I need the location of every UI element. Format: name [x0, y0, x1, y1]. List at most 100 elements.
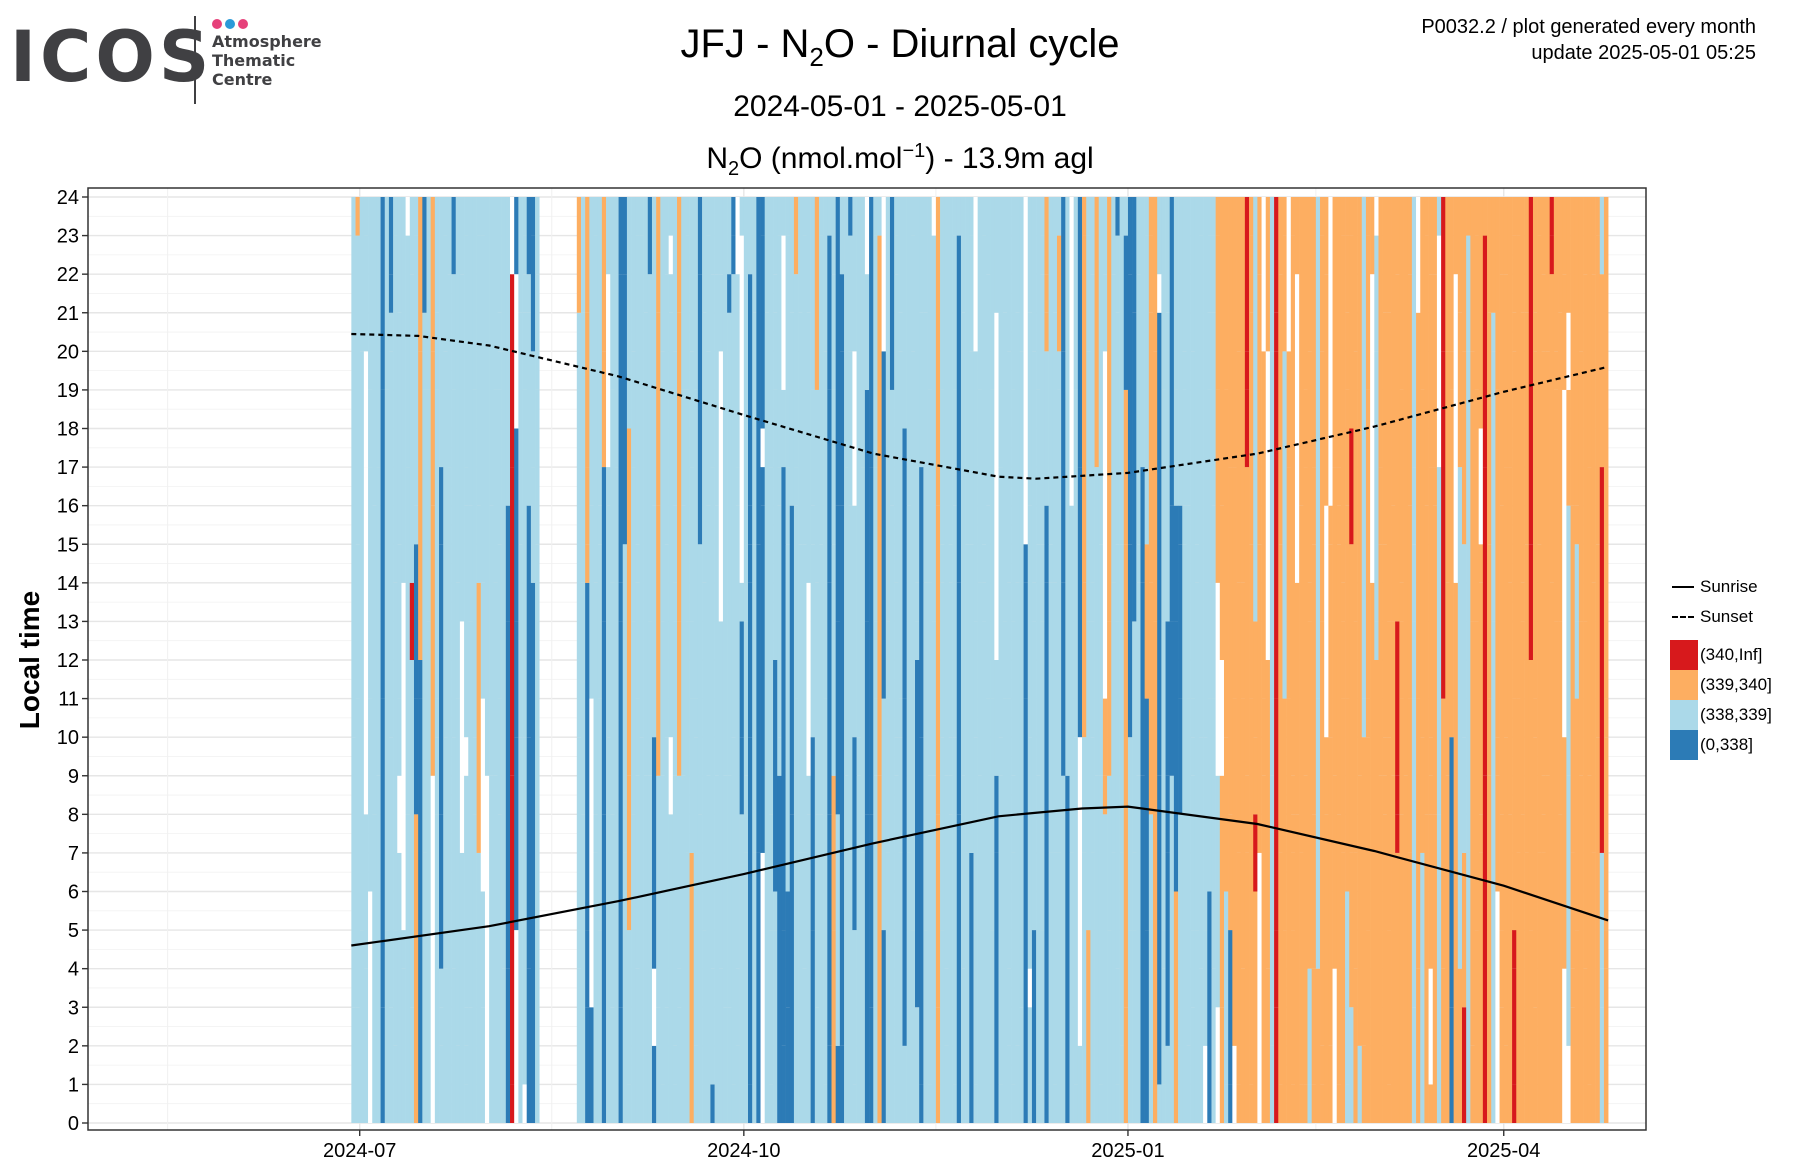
heatmap-tile	[505, 891, 511, 969]
heatmap-tile	[1466, 891, 1471, 1123]
heatmap-gap	[405, 197, 411, 236]
heatmap-tile	[1219, 1007, 1225, 1123]
heatmap-tile	[606, 467, 611, 506]
heatmap-tile	[1215, 235, 1221, 390]
heatmap-tile	[735, 1045, 740, 1123]
heatmap-tile	[731, 197, 736, 236]
heatmap-tile	[1603, 197, 1609, 429]
heatmap-tile	[359, 351, 365, 660]
heatmap-tile	[998, 197, 1003, 468]
title-prefix: JFJ - N	[680, 22, 810, 66]
heatmap-tile	[434, 737, 440, 815]
heatmap-tile	[722, 891, 728, 1008]
heatmap-tile	[434, 389, 440, 699]
heatmap-tile	[739, 814, 745, 1123]
heatmap-tile	[1119, 197, 1125, 236]
heatmap-tile	[1320, 1084, 1325, 1123]
heatmap-tile	[944, 1045, 949, 1123]
heatmap-tile	[994, 775, 999, 853]
heatmap-tile	[706, 197, 711, 236]
heatmap-tile	[706, 235, 711, 352]
heatmap-tile	[1040, 235, 1045, 275]
heatmap-tile	[1132, 197, 1137, 313]
heatmap-tile	[1111, 274, 1116, 583]
heatmap-tile	[981, 197, 987, 236]
heatmap-tile	[601, 428, 607, 468]
heatmap-tile	[681, 505, 686, 776]
heatmap-tile	[468, 505, 473, 622]
heatmap-tile	[727, 197, 732, 275]
heatmap-gap	[1215, 1007, 1221, 1123]
heatmap-tile	[1595, 235, 1601, 429]
heatmap-tile	[1520, 582, 1525, 622]
heatmap-tile	[1207, 197, 1212, 236]
heatmap-tile	[597, 930, 603, 1123]
heatmap-tile	[1324, 737, 1329, 815]
heatmap-tile	[1198, 737, 1204, 969]
heatmap-tile	[952, 197, 958, 236]
heatmap-tile	[426, 389, 431, 622]
heatmap-tile	[827, 582, 832, 815]
heatmap-tile	[1052, 197, 1058, 313]
y-tick-label: 3	[68, 997, 79, 1019]
heatmap-tile	[1503, 197, 1509, 275]
heatmap-tile	[606, 891, 611, 1123]
heatmap-tile	[806, 775, 811, 815]
heatmap-tile	[1570, 968, 1576, 1008]
heatmap-tile	[510, 467, 515, 776]
heatmap-tile	[877, 428, 882, 776]
heatmap-tile	[1048, 852, 1054, 1123]
heatmap-tile	[1595, 197, 1601, 236]
heatmap-tile	[1190, 814, 1196, 931]
heatmap-tile	[969, 852, 974, 1123]
heatmap-tile	[1382, 544, 1388, 738]
heatmap-tile	[1023, 814, 1029, 892]
heatmap-tile	[1056, 852, 1062, 1123]
heatmap-tile	[518, 197, 523, 313]
heatmap-gap	[1416, 197, 1421, 313]
heatmap-tile	[827, 1045, 832, 1123]
heatmap-tile	[940, 544, 945, 583]
heatmap-tile	[1553, 891, 1559, 1123]
heatmap-tile	[1570, 1007, 1576, 1123]
heatmap-tile	[935, 1007, 941, 1123]
heatmap-tile	[956, 235, 962, 583]
heatmap-tile	[739, 582, 745, 622]
heatmap-tile	[1541, 775, 1546, 815]
heatmap-tile	[1461, 544, 1467, 738]
heatmap-tile	[651, 737, 657, 969]
y-tick-label: 20	[57, 341, 79, 363]
heatmap-tile	[1211, 235, 1216, 313]
heatmap-tile	[1169, 505, 1175, 622]
heatmap-tile	[793, 197, 799, 275]
heatmap-tile	[973, 351, 978, 622]
y-tick-label: 23	[57, 226, 79, 248]
heatmap-tile	[1432, 274, 1438, 468]
heatmap-tile	[656, 505, 661, 776]
heatmap-tile	[1411, 698, 1417, 1008]
heatmap-tile	[439, 1007, 444, 1046]
heatmap-tile	[835, 197, 841, 506]
heatmap-tile	[927, 197, 933, 390]
heatmap-tile	[910, 660, 916, 892]
heatmap-tile	[1157, 197, 1162, 275]
heatmap-tile	[969, 235, 974, 352]
heatmap-tile	[397, 544, 402, 699]
heatmap-tile	[944, 775, 949, 969]
heatmap-tile	[1503, 274, 1509, 468]
heatmap-tile	[418, 698, 423, 892]
heatmap-tile	[1249, 197, 1254, 236]
heatmap-tile	[1416, 698, 1421, 969]
heatmap-tile	[1249, 698, 1254, 892]
heatmap-tile	[1520, 312, 1525, 583]
legend-label: Sunset	[1700, 607, 1753, 626]
heatmap-tile	[1265, 968, 1271, 1123]
heatmap-tile	[1182, 197, 1187, 352]
heatmap-tile	[1006, 968, 1012, 1046]
heatmap-tile	[739, 197, 745, 236]
heatmap-tile	[530, 582, 536, 892]
heatmap-gap	[931, 197, 937, 236]
heatmap-tile	[1457, 312, 1463, 468]
heatmap-tile	[501, 351, 507, 660]
